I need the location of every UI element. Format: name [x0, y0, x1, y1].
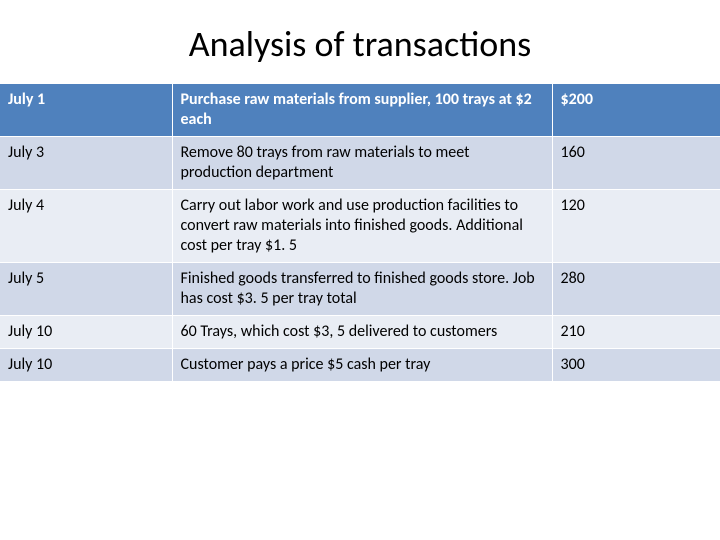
cell-amount: 210	[552, 316, 720, 349]
cell-date: July 5	[0, 263, 172, 316]
slide-title: Analysis of transactions	[0, 0, 720, 84]
cell-description: Finished goods transferred to finished g…	[172, 263, 552, 316]
cell-amount: 300	[552, 349, 720, 382]
table-row: July 10 60 Trays, which cost $3, 5 deliv…	[0, 316, 720, 349]
table-row: July 1 Purchase raw materials from suppl…	[0, 84, 720, 137]
table-row: July 4 Carry out labor work and use prod…	[0, 190, 720, 263]
table-row: July 10 Customer pays a price $5 cash pe…	[0, 349, 720, 382]
cell-description: 60 Trays, which cost $3, 5 delivered to …	[172, 316, 552, 349]
slide: Analysis of transactions July 1 Purchase…	[0, 0, 720, 540]
cell-date: July 10	[0, 349, 172, 382]
cell-amount: 120	[552, 190, 720, 263]
cell-description: Purchase raw materials from supplier, 10…	[172, 84, 552, 137]
table-row: July 5 Finished goods transferred to fin…	[0, 263, 720, 316]
cell-description: Carry out labor work and use production …	[172, 190, 552, 263]
cell-description: Remove 80 trays from raw materials to me…	[172, 137, 552, 190]
cell-description: Customer pays a price $5 cash per tray	[172, 349, 552, 382]
cell-date: July 1	[0, 84, 172, 137]
table-row: July 3 Remove 80 trays from raw material…	[0, 137, 720, 190]
cell-date: July 4	[0, 190, 172, 263]
cell-amount: 160	[552, 137, 720, 190]
cell-date: July 10	[0, 316, 172, 349]
cell-date: July 3	[0, 137, 172, 190]
transactions-table: July 1 Purchase raw materials from suppl…	[0, 84, 720, 382]
cell-amount: $200	[552, 84, 720, 137]
cell-amount: 280	[552, 263, 720, 316]
